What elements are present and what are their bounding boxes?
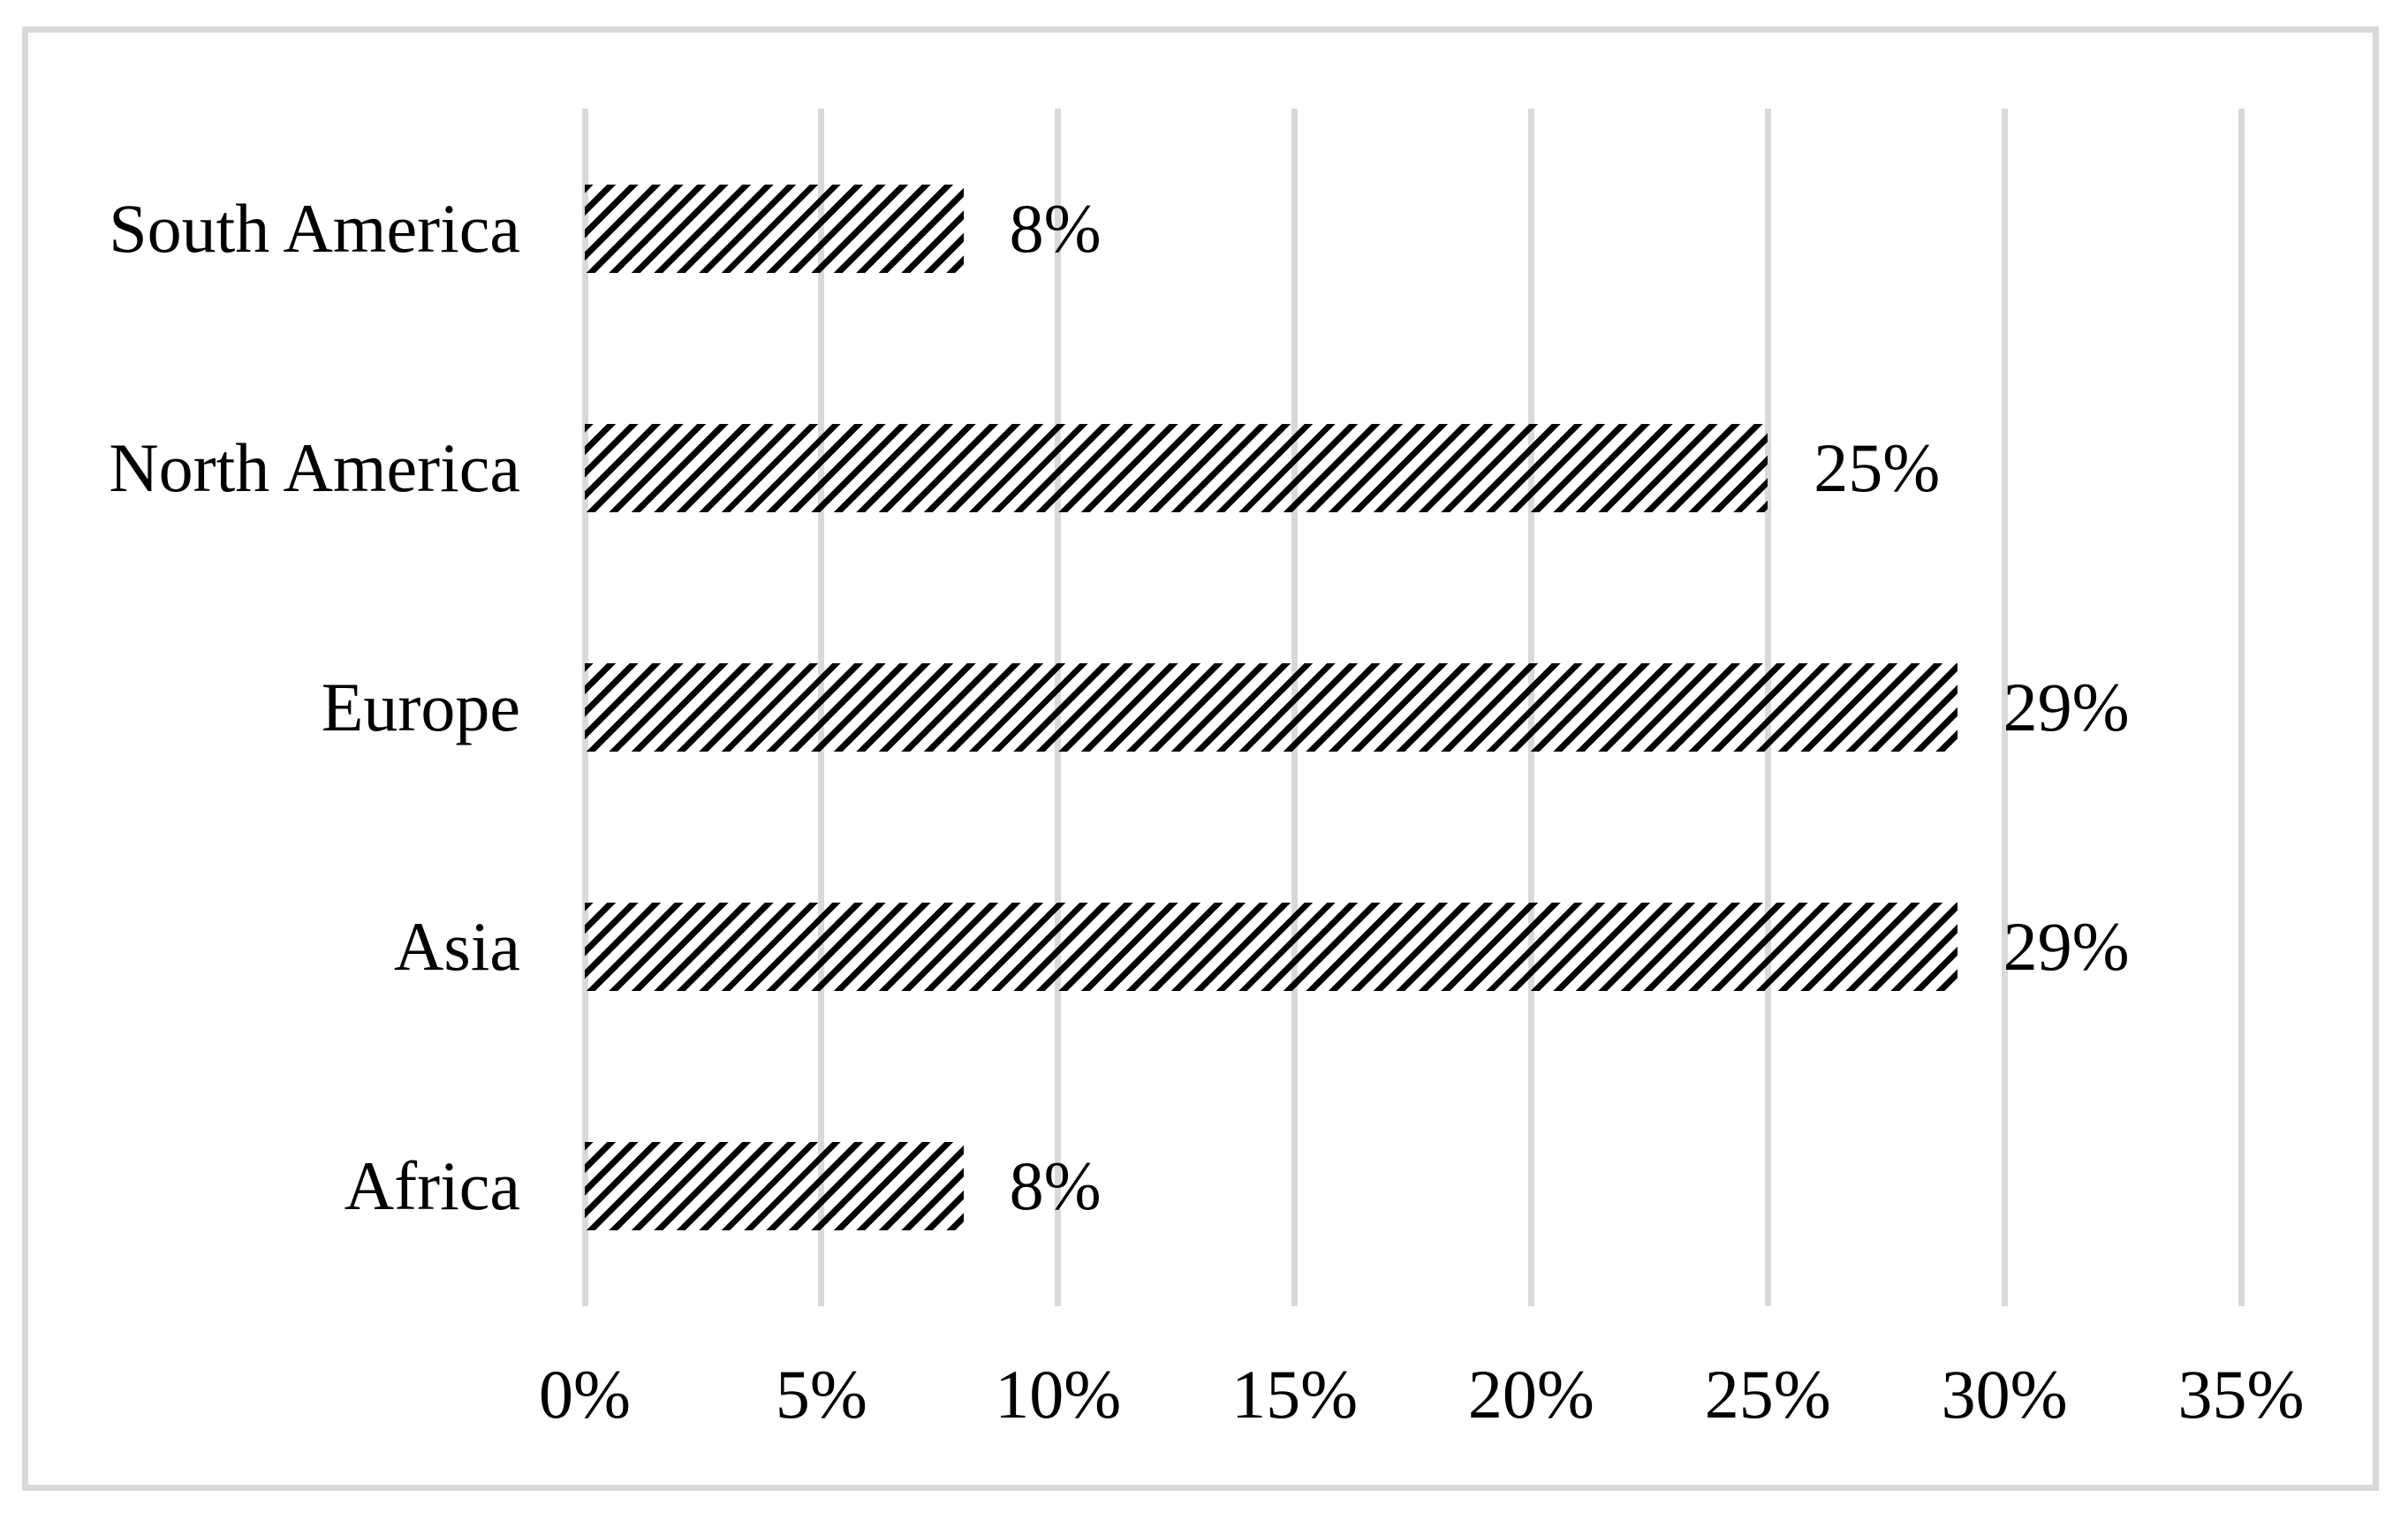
- bar-row: North America 25%: [0, 348, 2408, 587]
- x-axis-tick-label: 5%: [775, 1356, 867, 1433]
- data-label: 8%: [1009, 1147, 1102, 1225]
- bar: [585, 423, 1768, 512]
- data-label: 29%: [2003, 668, 2130, 745]
- x-axis-tick-label: 20%: [1467, 1356, 1594, 1433]
- category-label: Asia: [394, 908, 520, 986]
- x-axis-tick-label: 0%: [539, 1356, 631, 1433]
- bar: [585, 903, 1957, 992]
- data-label: 8%: [1009, 189, 1102, 267]
- bar: [585, 184, 964, 273]
- x-axis-tick-label: 35%: [2177, 1356, 2305, 1433]
- bar: [585, 662, 1957, 752]
- bar-row: Europe 29%: [0, 587, 2408, 827]
- chart-frame: [22, 26, 2379, 1491]
- data-label: 29%: [2003, 908, 2130, 986]
- x-axis-tick-label: 30%: [1941, 1356, 2068, 1433]
- category-label: Europe: [321, 668, 520, 745]
- x-axis-tick-label: 10%: [995, 1356, 1122, 1433]
- bar-row: South America 8%: [0, 109, 2408, 348]
- gridline: [2238, 109, 2245, 1306]
- category-label: South America: [109, 189, 520, 267]
- bar: [585, 1142, 964, 1231]
- x-axis-tick-label: 25%: [1704, 1356, 1831, 1433]
- bar-row: Asia 29%: [0, 828, 2408, 1067]
- gridline: [2001, 109, 2008, 1306]
- bar-row: Africa 8%: [0, 1067, 2408, 1306]
- x-axis-tick-label: 15%: [1231, 1356, 1359, 1433]
- category-label: Africa: [344, 1147, 520, 1225]
- data-label: 25%: [1814, 428, 1941, 506]
- category-label: North America: [109, 428, 520, 506]
